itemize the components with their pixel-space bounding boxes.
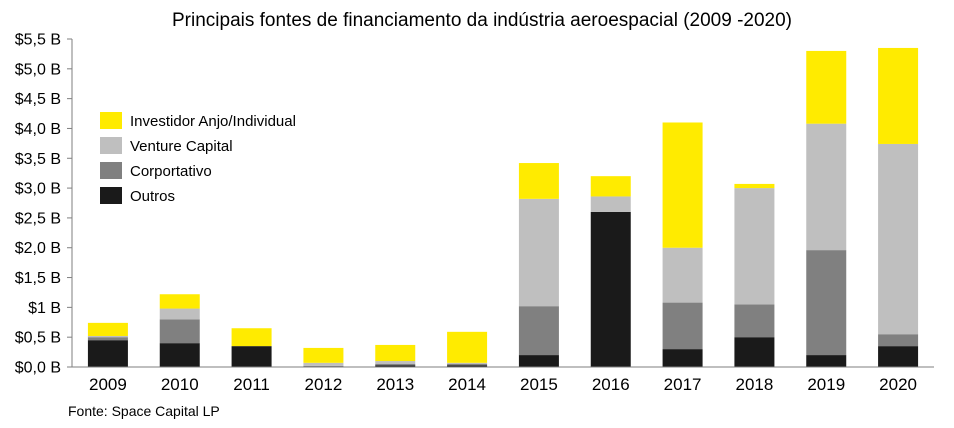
bar-corportativo-2020 (878, 334, 919, 347)
bar-outros-2009 (87, 340, 128, 367)
bar-corportativo-2013 (375, 364, 416, 366)
bar-outros-2015 (518, 355, 559, 367)
y-tick-label: $3,0 B (15, 181, 61, 198)
bar-investidor-anjo-individual-2019 (806, 50, 847, 124)
x-tick-label: 2011 (233, 375, 270, 394)
bar-venture-capital-2020 (878, 143, 919, 335)
y-tick-label: $2,0 B (15, 240, 61, 257)
bar-corportativo-2009 (87, 337, 128, 341)
x-tick-label: 2015 (520, 375, 558, 394)
legend-swatch (100, 187, 122, 204)
x-tick-label: 2020 (879, 375, 917, 394)
x-tick-label: 2009 (89, 375, 127, 394)
bar-outros-2010 (159, 343, 200, 367)
legend-label: Outros (130, 188, 175, 205)
bar-outros-2020 (878, 346, 919, 367)
bar-investidor-anjo-individual-2011 (231, 328, 272, 347)
y-tick-label: $2,5 B (15, 210, 61, 227)
y-tick-label: $1,5 B (15, 270, 61, 287)
bar-outros-2011 (231, 346, 272, 367)
bar-investidor-anjo-individual-2010 (159, 294, 200, 309)
bar-corportativo-2014 (447, 364, 488, 366)
bar-outros-2013 (375, 365, 416, 367)
legend-swatch (100, 112, 122, 129)
bar-investidor-anjo-individual-2020 (878, 47, 919, 144)
y-tick-label: $3,5 B (15, 151, 61, 168)
bar-venture-capital-2018 (734, 188, 775, 305)
bar-corportativo-2015 (518, 306, 559, 356)
y-tick-label: $0,5 B (15, 330, 61, 347)
x-tick-label: 2019 (807, 375, 845, 394)
x-tick-label: 2013 (376, 375, 414, 394)
x-tick-label: 2014 (448, 375, 486, 394)
bar-venture-capital-2016 (590, 196, 631, 212)
bars (87, 47, 919, 367)
legend-label: Venture Capital (130, 138, 233, 155)
legend-label: Corportativo (130, 163, 212, 180)
bar-venture-capital-2010 (159, 308, 200, 320)
legend-swatch (100, 137, 122, 154)
y-axis: $0,0 B $0,5 B $1 B $1,5 B $2,0 B $2,5 B $3,0 B… (15, 32, 73, 377)
bar-outros-2018 (734, 337, 775, 367)
bar-investidor-anjo-individual-2009 (87, 322, 128, 336)
source-note: Fonte: Space Capital LP (68, 403, 220, 419)
bar-venture-capital-2012 (303, 362, 344, 366)
bar-corportativo-2019 (806, 250, 847, 356)
bar-venture-capital-2017 (662, 247, 703, 303)
chart-title: Principais fontes de financiamento da in… (172, 10, 792, 31)
bar-investidor-anjo-individual-2013 (375, 344, 416, 362)
y-tick-label: $1 B (28, 300, 61, 317)
y-tick-label: $5,5 B (15, 32, 61, 49)
x-axis: 2009 2010 2011 2012 2013 2014 2015 2016 2017 2018… (89, 375, 917, 394)
bar-investidor-anjo-individual-2018 (734, 183, 775, 189)
y-tick-label: $0,0 B (15, 360, 61, 377)
bar-corportativo-2017 (662, 302, 703, 350)
x-tick-label: 2018 (736, 375, 774, 394)
bar-investidor-anjo-individual-2016 (590, 176, 631, 197)
bar-investidor-anjo-individual-2012 (303, 347, 344, 363)
legend-swatch (100, 162, 122, 179)
bar-venture-capital-2015 (518, 198, 559, 307)
y-tick-label: $4,5 B (15, 91, 61, 108)
bar-outros-2016 (590, 211, 631, 367)
bar-corportativo-2018 (734, 304, 775, 338)
bar-venture-capital-2013 (375, 361, 416, 365)
bar-venture-capital-2009 (87, 335, 128, 338)
bar-corportativo-2010 (159, 319, 200, 344)
x-tick-label: 2017 (664, 375, 702, 394)
legend-label: Investidor Anjo/Individual (130, 113, 296, 130)
bar-outros-2014 (447, 365, 488, 367)
bar-venture-capital-2014 (447, 362, 488, 365)
bar-corportativo-2012 (303, 365, 344, 367)
bar-investidor-anjo-individual-2015 (518, 163, 559, 199)
bar-outros-2017 (662, 349, 703, 367)
x-tick-label: 2010 (161, 375, 199, 394)
bar-investidor-anjo-individual-2017 (662, 122, 703, 248)
bar-outros-2019 (806, 355, 847, 367)
x-tick-label: 2012 (305, 375, 343, 394)
y-tick-label: $5,0 B (15, 61, 61, 78)
bar-investidor-anjo-individual-2014 (447, 331, 488, 363)
legend: Investidor Anjo/Individual Venture Capita… (100, 112, 296, 205)
y-tick-label: $4,0 B (15, 121, 61, 138)
bar-venture-capital-2019 (806, 123, 847, 251)
x-tick-label: 2016 (592, 375, 630, 394)
